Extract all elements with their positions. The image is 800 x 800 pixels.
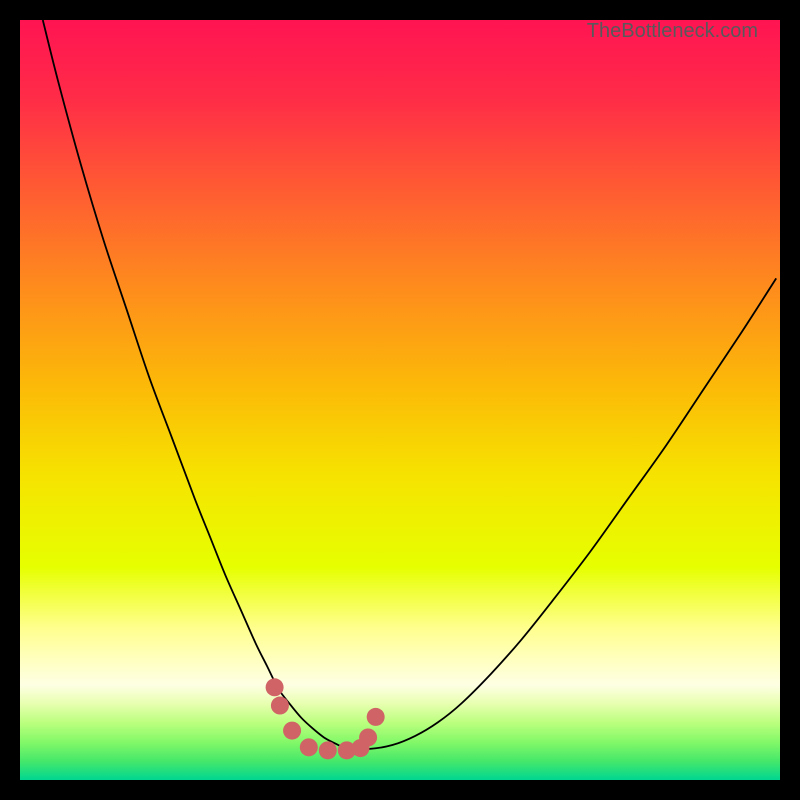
- curve-markers: [266, 678, 385, 759]
- curve-marker: [300, 738, 318, 756]
- curve-marker: [271, 697, 289, 715]
- curve-marker: [283, 722, 301, 740]
- curve-marker: [319, 741, 337, 759]
- bottleneck-curve: [43, 20, 776, 749]
- curve-marker: [359, 728, 377, 746]
- curve-marker: [367, 708, 385, 726]
- curve-marker: [266, 678, 284, 696]
- chart-frame: TheBottleneck.com: [0, 0, 800, 800]
- plot-area: TheBottleneck.com: [20, 20, 780, 780]
- curve-layer: [20, 20, 780, 780]
- watermark-text: TheBottleneck.com: [587, 20, 758, 43]
